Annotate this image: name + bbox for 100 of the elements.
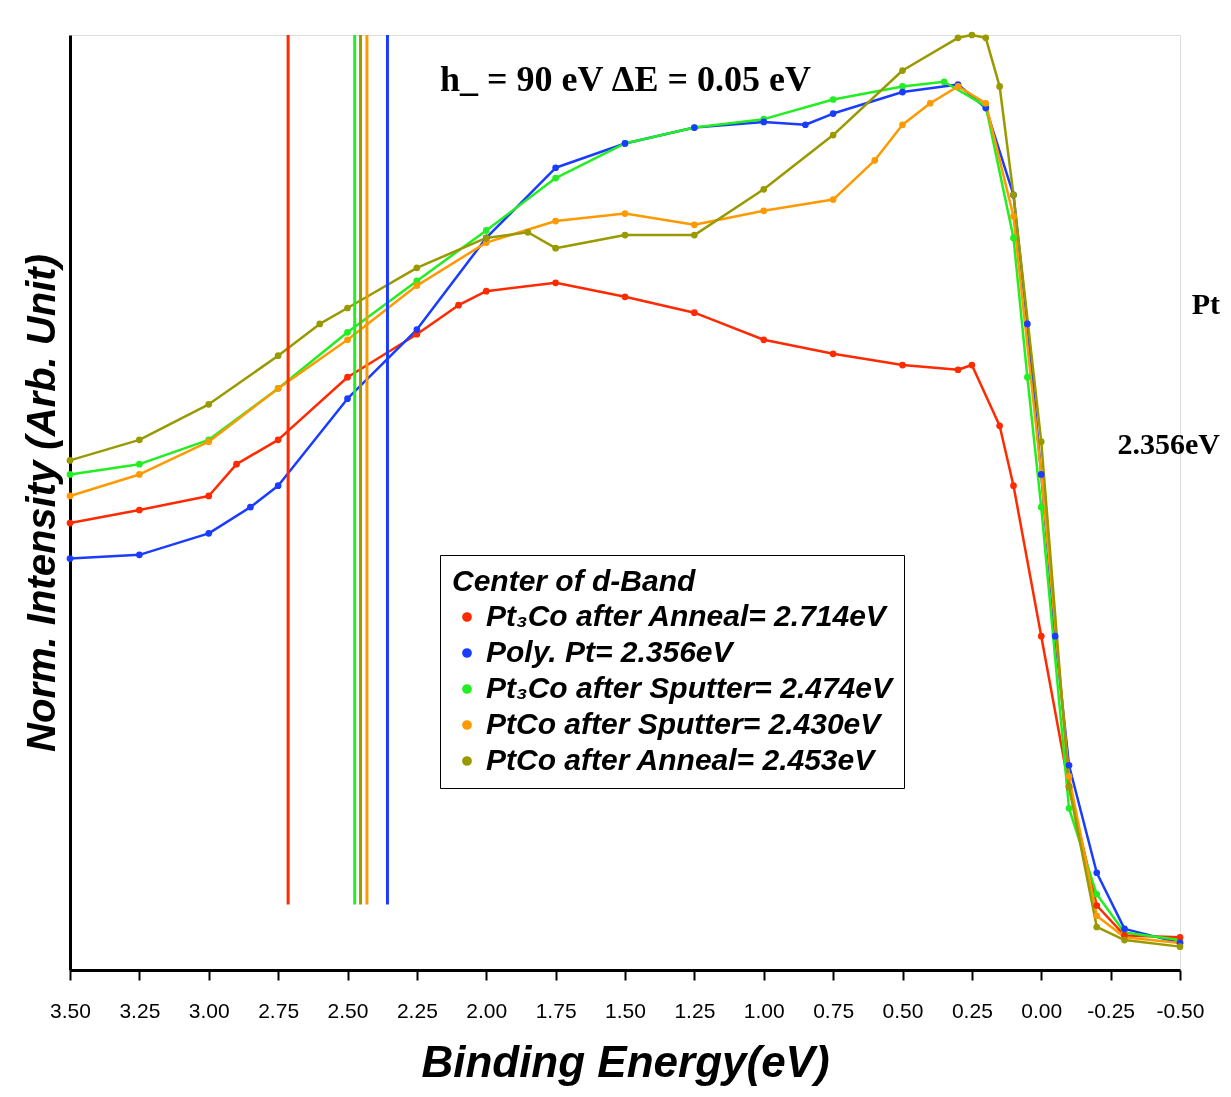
point — [926, 99, 934, 107]
point — [247, 503, 254, 511]
point — [455, 301, 462, 309]
point — [66, 555, 74, 562]
point — [691, 231, 698, 239]
x-tick-label: 0.75 — [813, 998, 855, 1022]
point — [1093, 923, 1101, 931]
point — [344, 328, 351, 336]
point — [871, 156, 879, 164]
legend-label: PtCo after Anneal= 2.453eV — [486, 743, 878, 776]
point — [829, 131, 837, 139]
point — [552, 244, 559, 252]
point — [1037, 503, 1045, 511]
point — [316, 320, 324, 328]
point — [1093, 890, 1101, 898]
point — [482, 287, 490, 295]
point — [552, 279, 559, 287]
point — [136, 551, 143, 559]
point — [1065, 804, 1073, 812]
x-tick-label: 2.50 — [327, 998, 369, 1022]
point — [1010, 213, 1017, 220]
point — [899, 121, 906, 129]
point — [274, 436, 282, 444]
point — [1024, 320, 1031, 328]
point — [996, 83, 1003, 90]
x-tick-label: 3.25 — [119, 998, 161, 1022]
point — [996, 422, 1003, 430]
x-tick-label: 0.00 — [1021, 998, 1063, 1022]
point — [954, 366, 962, 374]
x-tick-label: 1.25 — [674, 998, 716, 1022]
point — [1010, 234, 1017, 242]
text: h_ = 90 eV ΔE = 0.05 eV — [440, 59, 811, 99]
point — [66, 471, 74, 478]
point — [691, 221, 698, 229]
point — [621, 210, 629, 217]
point — [344, 336, 351, 344]
x-tick-label: 0.25 — [951, 998, 993, 1022]
point — [621, 231, 629, 239]
point — [691, 309, 698, 317]
point — [344, 304, 351, 312]
point — [954, 34, 962, 42]
x-tick-label: 3.00 — [188, 998, 230, 1022]
y-axis-title: Norm. Intensity (Arb. Unit) — [18, 254, 63, 752]
point — [552, 164, 559, 172]
point — [968, 31, 976, 39]
point — [899, 88, 906, 96]
point — [899, 67, 906, 74]
x-tick-label: 2.25 — [396, 998, 438, 1022]
x-tick-label: 1.75 — [535, 998, 577, 1022]
point — [940, 78, 948, 86]
text: Pt — [1191, 287, 1220, 320]
point — [802, 121, 809, 129]
x-tick-label: 2.75 — [258, 998, 300, 1022]
point — [1024, 373, 1031, 381]
point — [66, 492, 74, 500]
point — [482, 227, 490, 234]
x-tick-label: 1.00 — [743, 998, 785, 1022]
point — [233, 460, 240, 468]
point — [1065, 773, 1073, 780]
point — [66, 519, 74, 527]
point — [968, 361, 976, 369]
x-tick-label: 0.50 — [882, 998, 924, 1022]
point — [552, 174, 559, 182]
point — [274, 352, 282, 360]
point — [829, 196, 837, 203]
x-tick-label: -0.50 — [1156, 998, 1205, 1022]
legend-label: PtCo after Sputter= 2.430eV — [486, 707, 884, 740]
x-tick-label: 2.00 — [466, 998, 508, 1022]
point — [829, 110, 837, 117]
point — [413, 326, 421, 333]
point — [829, 350, 837, 358]
point — [274, 482, 282, 490]
point — [552, 217, 559, 225]
point — [899, 83, 906, 90]
point — [205, 492, 213, 500]
point — [1051, 632, 1059, 640]
point — [1093, 912, 1101, 920]
point — [1176, 943, 1184, 950]
point — [1093, 869, 1101, 877]
point — [1037, 632, 1045, 640]
point — [621, 293, 629, 301]
point — [1037, 438, 1045, 446]
point — [982, 34, 990, 42]
point — [1121, 925, 1128, 933]
point — [344, 395, 351, 403]
point — [760, 185, 768, 193]
point — [829, 96, 837, 103]
point — [1093, 902, 1101, 909]
point — [1010, 482, 1017, 490]
point — [524, 228, 532, 236]
point — [760, 207, 768, 215]
x-tick-label: -0.25 — [1087, 998, 1136, 1022]
point — [136, 506, 143, 514]
point — [413, 282, 421, 289]
x-axis-title: Binding Energy(eV) — [421, 1036, 830, 1086]
point — [899, 361, 906, 369]
point — [344, 373, 351, 381]
point — [66, 457, 74, 464]
x-tick-label: 3.50 — [50, 998, 91, 1022]
point — [760, 336, 768, 344]
